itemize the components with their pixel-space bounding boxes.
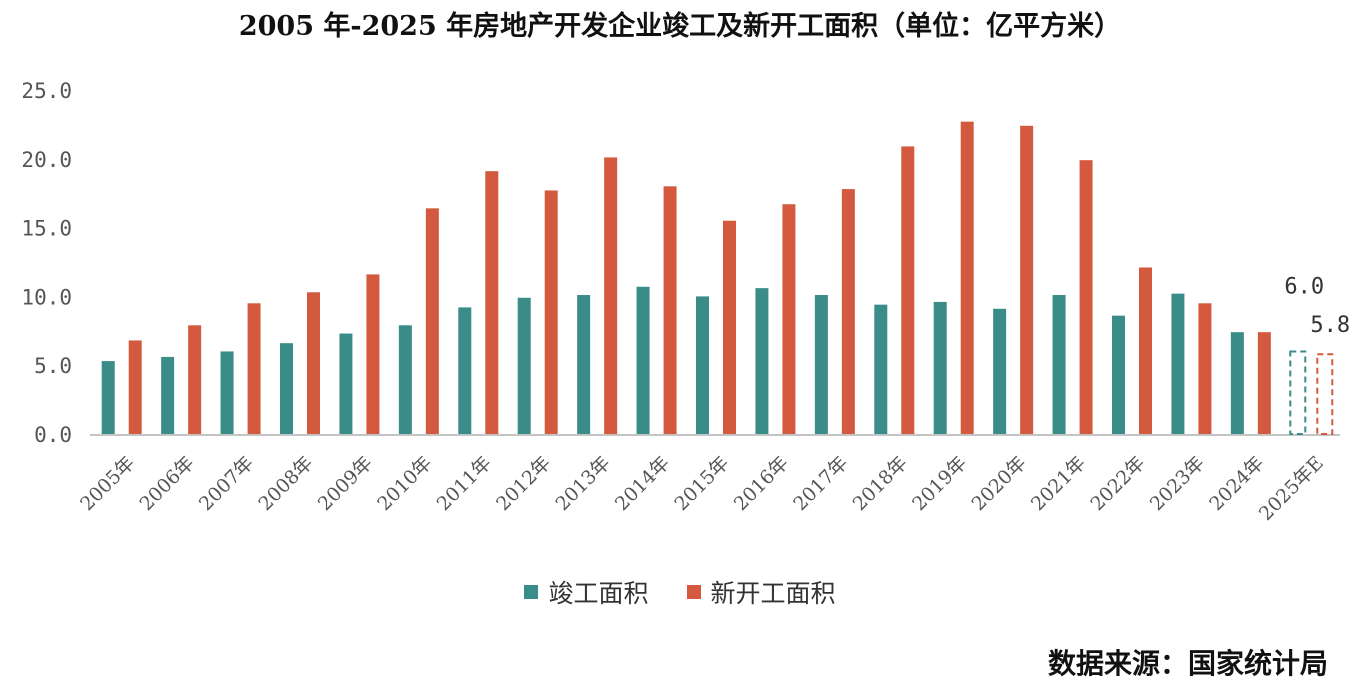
- x-tick-label: 2021年: [1027, 452, 1090, 515]
- source-note: 数据来源：国家统计局: [1047, 647, 1328, 680]
- x-tick-label: 2017年: [789, 452, 852, 515]
- bar-started: [544, 190, 558, 434]
- bar-started: [1139, 267, 1152, 434]
- bar-started: [1020, 125, 1034, 434]
- x-tick-label: 2023年: [1146, 452, 1209, 515]
- legend-item-completed: 竣工面积: [524, 574, 649, 610]
- bar-started: [1198, 303, 1212, 434]
- bar-started: [1079, 160, 1093, 434]
- y-tick-label: 5.0: [34, 354, 72, 378]
- x-tick-label: 2025年E: [1255, 452, 1328, 525]
- bar-completed: [161, 356, 175, 434]
- bar-completed: [755, 288, 769, 434]
- chart-title: 2005 年-2025 年房地产开发企业竣工及新开工面积（单位：亿平方米）: [238, 11, 1122, 42]
- bar-completed: [280, 343, 293, 434]
- bar-started: [425, 208, 439, 434]
- bar-started: [366, 274, 380, 434]
- legend-label: 新开工面积: [710, 579, 836, 608]
- bar-completed: [636, 286, 650, 434]
- bar-started: [723, 220, 736, 434]
- data-labels: 6.0 5.8: [1284, 274, 1350, 338]
- legend-swatch: [524, 585, 539, 599]
- bar-completed: [1171, 293, 1185, 434]
- bar-completed: [814, 295, 828, 434]
- bar-started: [1257, 332, 1271, 434]
- y-axis: 0.0 5.0 10.0 15.0 20.0 25.0: [21, 79, 72, 447]
- data-label: 5.8: [1310, 313, 1350, 338]
- bars: [101, 121, 1334, 435]
- x-tick-label: 2020年: [967, 452, 1030, 515]
- x-tick-label: 2008年: [254, 452, 317, 515]
- bar-started-estimated: [1316, 353, 1334, 435]
- bar-started: [604, 157, 618, 434]
- bar-completed: [993, 308, 1007, 434]
- legend-swatch: [686, 585, 701, 599]
- bar-started: [663, 186, 677, 434]
- x-tick-label: 2012年: [492, 452, 555, 515]
- x-tick-label: 2019年: [908, 452, 971, 515]
- x-tick-label: 2010年: [373, 452, 436, 515]
- bar-completed: [874, 304, 888, 434]
- legend-item-started: 新开工面积: [686, 574, 836, 610]
- bar-completed: [1230, 332, 1244, 434]
- x-tick-label: 2009年: [314, 452, 377, 515]
- legend: 竣工面积 新开工面积: [0, 574, 1360, 610]
- bar-completed: [339, 333, 353, 434]
- x-tick-label: 2005年: [76, 452, 139, 515]
- bar-started: [782, 204, 796, 434]
- bar-started: [901, 146, 915, 434]
- bar-completed: [1112, 315, 1125, 434]
- bar-completed: [696, 296, 709, 434]
- bar-started: [128, 340, 142, 434]
- x-tick-label: 2014年: [611, 452, 674, 515]
- x-tick-label: 2011年: [433, 452, 496, 515]
- bar-completed: [933, 301, 947, 434]
- bar-completed: [220, 351, 234, 434]
- y-tick-label: 20.0: [21, 148, 72, 172]
- bar-completed: [1052, 295, 1066, 434]
- bar-started: [960, 121, 974, 434]
- y-tick-label: 0.0: [34, 423, 72, 447]
- y-tick-label: 15.0: [21, 217, 72, 241]
- x-tick-label: 2013年: [551, 452, 614, 515]
- x-tick-label: 2016年: [730, 452, 793, 515]
- x-tick-label: 2007年: [195, 452, 258, 515]
- bar-started: [307, 292, 320, 434]
- x-tick-label: 2018年: [849, 452, 912, 515]
- bar-started: [188, 325, 202, 434]
- bar-started: [841, 189, 855, 434]
- bar-completed: [577, 295, 591, 434]
- bar-completed: [458, 307, 472, 434]
- bar-completed: [398, 325, 412, 434]
- data-label: 6.0: [1284, 274, 1324, 299]
- bar-started: [485, 171, 499, 434]
- x-tick-label: 2015年: [670, 452, 733, 515]
- y-tick-label: 25.0: [21, 79, 72, 103]
- bar-started: [247, 303, 261, 434]
- bar-completed-estimated: [1289, 350, 1307, 435]
- x-tick-label: 2022年: [1086, 452, 1149, 515]
- bar-completed: [101, 361, 115, 434]
- bar-completed: [517, 297, 531, 434]
- x-tick-label: 2006年: [135, 452, 198, 515]
- legend-label: 竣工面积: [548, 579, 649, 608]
- x-axis: 2005年2006年2007年2008年2009年2010年2011年2012年…: [76, 434, 1340, 525]
- y-tick-label: 10.0: [21, 285, 72, 309]
